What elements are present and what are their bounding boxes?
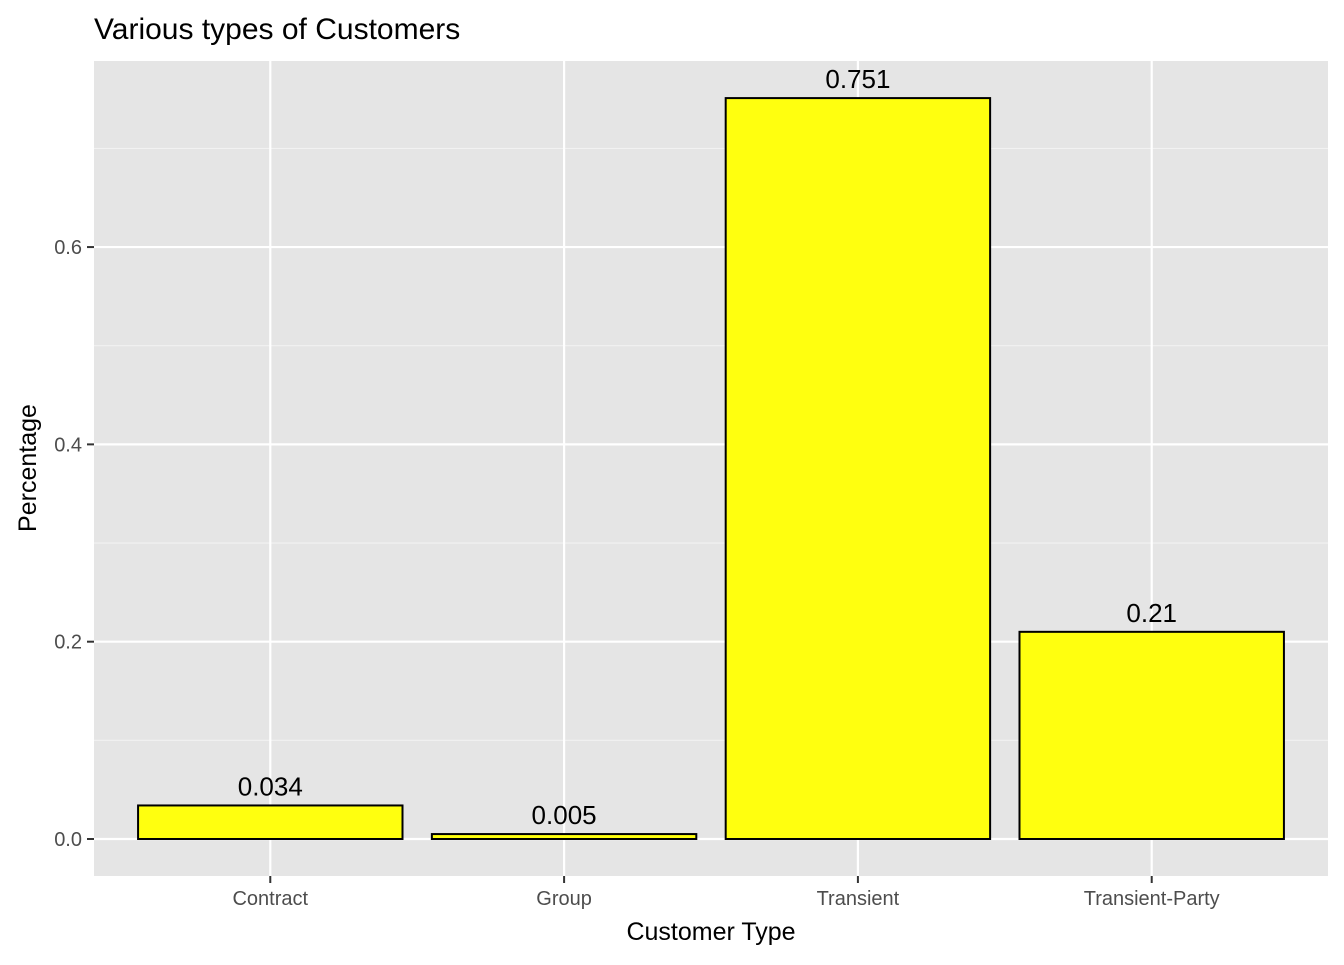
x-tick-label: Contract (232, 888, 308, 910)
bar-transient (724, 97, 992, 841)
bars (137, 97, 1285, 841)
data-label: 0.005 (532, 800, 597, 830)
data-label: 0.751 (825, 64, 890, 94)
bar-contract (137, 804, 404, 841)
axes: 0.0 0.2 0.4 0.6 Contract Group Transient Transi… (54, 237, 1220, 910)
bar-group (430, 833, 698, 841)
y-axis-label: Percentage (14, 404, 42, 532)
x-tick-label: Transient-Party (1084, 888, 1220, 910)
data-labels: 0.034 0.005 0.751 0.21 (238, 64, 1177, 830)
bar-transient-party (1018, 630, 1285, 841)
y-tick-label: 0.6 (54, 237, 82, 259)
x-tick-label: Transient (817, 888, 900, 910)
x-tick-label: Group (536, 888, 592, 910)
y-tick-label: 0.2 (54, 632, 82, 654)
data-label: 0.21 (1126, 598, 1177, 628)
y-tick-label: 0.0 (54, 829, 82, 851)
y-tick-label: 0.4 (54, 434, 82, 456)
chart-title: Various types of Customers (94, 13, 460, 46)
data-label: 0.034 (238, 771, 303, 801)
x-axis-label: Customer Type (626, 918, 795, 946)
